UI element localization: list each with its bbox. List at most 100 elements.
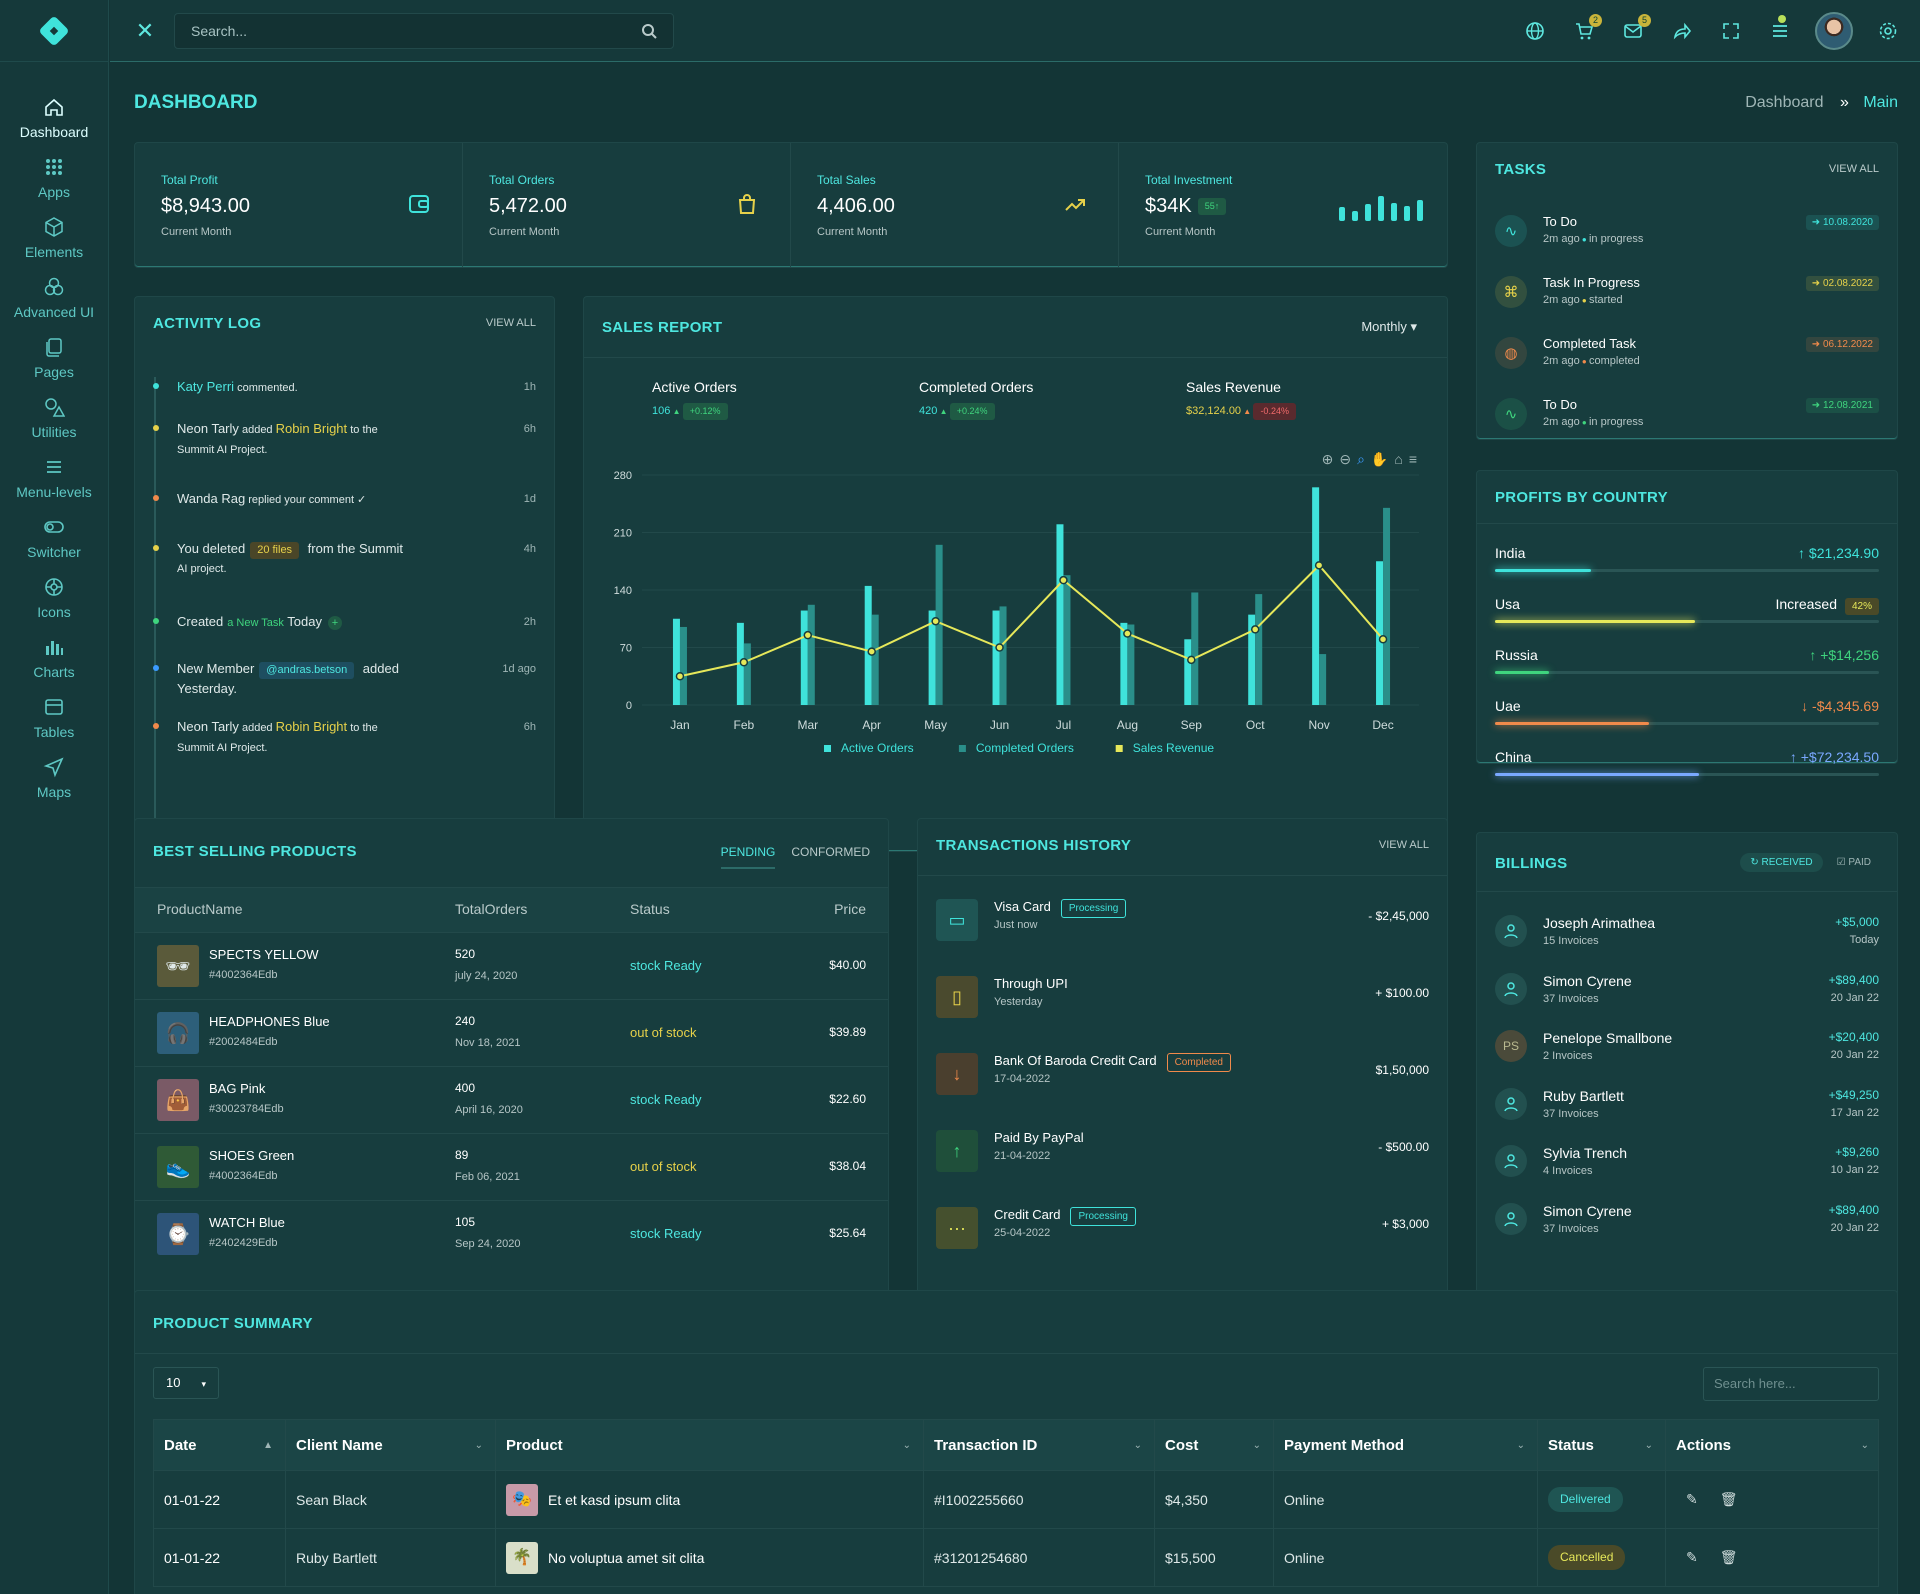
bar-completed-orders[interactable] bbox=[999, 606, 1007, 705]
bar-completed-orders[interactable] bbox=[935, 544, 943, 705]
zoom-select-icon[interactable]: ⌕ bbox=[1357, 451, 1365, 467]
search-input[interactable]: Search... bbox=[174, 12, 674, 49]
transaction-item[interactable]: ↓ Bank Of Baroda Credit Card Completed 17-0… bbox=[936, 1043, 1429, 1115]
breadcrumb-home[interactable]: Dashboard bbox=[1745, 94, 1824, 111]
bar-completed-orders[interactable] bbox=[1319, 654, 1327, 705]
activity-highlight[interactable]: a New Task bbox=[227, 617, 284, 629]
fullscreen-icon[interactable] bbox=[1717, 17, 1745, 45]
trash-icon[interactable]: 🗑 bbox=[1719, 1491, 1738, 1507]
bar-active-orders[interactable] bbox=[992, 610, 1000, 705]
bar-completed-orders[interactable] bbox=[807, 604, 815, 705]
column-header[interactable]: Cost ⌄ bbox=[1155, 1420, 1274, 1470]
task-item[interactable]: ⌘ Task In Progress 2m ago ● started ➜ 02.08… bbox=[1495, 270, 1879, 318]
sidebar-item-elements[interactable]: Elements bbox=[0, 208, 108, 268]
line-point[interactable] bbox=[675, 672, 685, 681]
product-row[interactable]: ⌚ WATCH Blue #2402429Edb 105 Sep 24, 2020 sto… bbox=[135, 1200, 888, 1267]
billing-item[interactable]: Joseph Arimathea 15 Invoices +$5,000 Today bbox=[1495, 911, 1879, 961]
transaction-item[interactable]: ··· Credit Card Processing 25-04-2022 + $3,0… bbox=[936, 1197, 1429, 1269]
app-logo[interactable] bbox=[0, 0, 108, 62]
bar-completed-orders[interactable] bbox=[743, 643, 751, 705]
cart-icon[interactable]: 2 bbox=[1570, 13, 1602, 45]
bar-completed-orders[interactable] bbox=[871, 614, 879, 705]
bar-active-orders[interactable] bbox=[1056, 524, 1064, 705]
line-point[interactable] bbox=[1187, 655, 1196, 665]
bar-active-orders[interactable] bbox=[864, 585, 872, 705]
line-point[interactable] bbox=[931, 616, 940, 626]
bar-completed-orders[interactable] bbox=[1127, 624, 1135, 706]
sidebar-item-menu-levels[interactable]: Menu-levels bbox=[0, 448, 108, 508]
bar-active-orders[interactable] bbox=[800, 610, 808, 705]
column-header[interactable]: Payment Method ⌄ bbox=[1274, 1420, 1538, 1470]
sidebar-item-charts[interactable]: Charts bbox=[0, 628, 108, 688]
line-point[interactable] bbox=[995, 643, 1004, 652]
product-row[interactable]: 👟 SHOES Green #4002364Edb 89 Feb 06, 2021 out… bbox=[135, 1133, 888, 1200]
tab-conformed[interactable]: CONFORMED bbox=[791, 845, 870, 859]
legend-label[interactable]: Completed Orders bbox=[976, 741, 1074, 755]
sidebar-item-apps[interactable]: Apps bbox=[0, 148, 108, 208]
bar-active-orders[interactable] bbox=[672, 618, 680, 705]
column-header[interactable]: Date ▲ bbox=[154, 1420, 286, 1470]
bar-completed-orders[interactable] bbox=[1255, 594, 1263, 705]
task-item[interactable]: ∿ To Do 2m ago ● in progress ➜ 12.08.2021 bbox=[1495, 392, 1879, 440]
sidebar-item-icons[interactable]: Icons bbox=[0, 568, 108, 628]
transactions-view-all-link[interactable]: VIEW ALL bbox=[1378, 839, 1429, 851]
column-header[interactable]: Product ⌄ bbox=[496, 1420, 924, 1470]
column-header[interactable]: Status ⌄ bbox=[1538, 1420, 1666, 1470]
trash-icon[interactable]: 🗑 bbox=[1719, 1549, 1738, 1565]
transaction-item[interactable]: ↑ Paid By PayPal 21-04-2022 - $500.00 bbox=[936, 1120, 1429, 1192]
bar-active-orders[interactable] bbox=[1184, 639, 1192, 705]
column-header[interactable]: Transaction ID ⌄ bbox=[924, 1420, 1155, 1470]
line-point[interactable] bbox=[1314, 561, 1324, 570]
billing-item[interactable]: Simon Cyrene 37 Invoices +$89,400 20 Jan 22 bbox=[1495, 969, 1879, 1019]
gear-icon[interactable] bbox=[1874, 17, 1902, 45]
user-avatar[interactable] bbox=[1815, 11, 1853, 50]
line-point[interactable] bbox=[1123, 629, 1132, 638]
tab-received[interactable]: ↻ RECEIVED bbox=[1740, 853, 1823, 872]
edit-icon[interactable]: ✎ bbox=[1686, 1491, 1698, 1507]
billing-item[interactable]: PS Penelope Smallbone 2 Invoices +$20,400 20… bbox=[1495, 1026, 1879, 1076]
close-sidebar-icon[interactable]: ✕ bbox=[135, 17, 155, 43]
bar-completed-orders[interactable] bbox=[1191, 592, 1199, 705]
reset-home-icon[interactable]: ⌂ bbox=[1394, 451, 1403, 467]
line-point[interactable] bbox=[1059, 575, 1068, 585]
product-row[interactable]: 🕶 SPECTS YELLOW #4002364Edb 520 july 24, 202… bbox=[135, 932, 888, 999]
bar-active-orders[interactable] bbox=[1248, 614, 1256, 705]
plus-icon[interactable]: + bbox=[327, 616, 342, 630]
bar-completed-orders[interactable] bbox=[1063, 575, 1071, 705]
share-icon[interactable] bbox=[1668, 17, 1696, 45]
bar-active-orders[interactable] bbox=[1312, 487, 1320, 705]
bar-active-orders[interactable] bbox=[1376, 561, 1384, 705]
legend-label[interactable]: Active Orders bbox=[841, 741, 914, 755]
billing-item[interactable]: Sylvia Trench 4 Invoices +$9,260 10 Jan 22 bbox=[1495, 1141, 1879, 1191]
billing-item[interactable]: Simon Cyrene 37 Invoices +$89,400 20 Jan 22 bbox=[1495, 1199, 1879, 1249]
line-point[interactable] bbox=[803, 630, 813, 640]
period-dropdown[interactable]: Monthly ▾ bbox=[1361, 319, 1417, 334]
sidebar-item-tables[interactable]: Tables bbox=[0, 688, 108, 748]
legend-label[interactable]: Sales Revenue bbox=[1133, 741, 1215, 755]
table-search-input[interactable]: Search here... bbox=[1703, 1367, 1879, 1401]
product-row[interactable]: 🎧 HEADPHONES Blue #2002484Edb 240 Nov 18, 20… bbox=[135, 999, 888, 1066]
sidebar-item-utilities[interactable]: Utilities bbox=[0, 388, 108, 448]
line-point[interactable] bbox=[867, 647, 876, 656]
sidebar-item-dashboard[interactable]: Dashboard bbox=[0, 88, 108, 148]
zoom-out-icon[interactable]: ⊖ bbox=[1339, 451, 1352, 467]
bar-active-orders[interactable] bbox=[928, 610, 936, 705]
tasks-view-all-link[interactable]: VIEW ALL bbox=[1828, 163, 1879, 175]
tab-paid[interactable]: ☑ PAID bbox=[1836, 857, 1871, 868]
transaction-item[interactable]: ▯ Through UPI Yesterday + $100.00 bbox=[936, 966, 1429, 1038]
bar-completed-orders[interactable] bbox=[1383, 507, 1391, 705]
page-size-select[interactable]: 10 ▾ bbox=[153, 1367, 219, 1399]
menu-icon[interactable] bbox=[1766, 14, 1794, 45]
product-row[interactable]: 👜 BAG Pink #30023784Edb 400 April 16, 2020 st… bbox=[135, 1066, 888, 1133]
bar-active-orders[interactable] bbox=[1120, 622, 1128, 705]
chart-menu-icon[interactable]: ≡ bbox=[1408, 451, 1417, 467]
sidebar-item-maps[interactable]: Maps bbox=[0, 748, 108, 808]
edit-icon[interactable]: ✎ bbox=[1686, 1549, 1698, 1565]
tab-pending[interactable]: PENDING bbox=[720, 845, 776, 869]
line-point[interactable] bbox=[1378, 635, 1388, 644]
activity-view-all-link[interactable]: VIEW ALL bbox=[485, 317, 536, 329]
line-point[interactable] bbox=[1250, 625, 1260, 634]
activity-highlight[interactable]: Robin Bright bbox=[275, 421, 348, 436]
billing-item[interactable]: Ruby Bartlett 37 Invoices +$49,250 17 Jan 2… bbox=[1495, 1084, 1879, 1134]
globe-icon[interactable] bbox=[1521, 17, 1549, 45]
